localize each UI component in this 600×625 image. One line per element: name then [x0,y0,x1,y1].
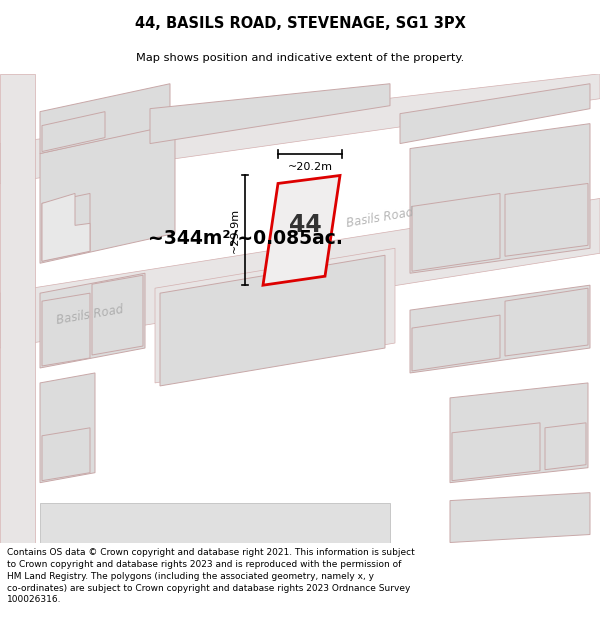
Polygon shape [42,293,90,366]
Polygon shape [410,285,590,373]
Polygon shape [263,176,340,285]
Text: Map shows position and indicative extent of the property.: Map shows position and indicative extent… [136,52,464,62]
Polygon shape [450,383,588,482]
Polygon shape [40,84,170,154]
Polygon shape [450,492,590,542]
Text: 44, BASILS ROAD, STEVENAGE, SG1 3PX: 44, BASILS ROAD, STEVENAGE, SG1 3PX [134,16,466,31]
Polygon shape [40,124,175,263]
Polygon shape [0,74,600,184]
Polygon shape [40,373,95,482]
Text: Basils Road: Basils Road [55,303,124,327]
Text: Contains OS data © Crown copyright and database right 2021. This information is : Contains OS data © Crown copyright and d… [7,548,415,604]
Text: ~344m²/~0.085ac.: ~344m²/~0.085ac. [148,229,343,248]
Polygon shape [155,248,395,383]
Polygon shape [42,193,90,261]
Polygon shape [400,84,590,144]
Text: Basils Road: Basils Road [345,206,414,231]
Polygon shape [42,428,90,481]
Text: ~20.2m: ~20.2m [287,162,332,172]
Polygon shape [0,74,35,542]
Polygon shape [412,315,500,371]
Polygon shape [42,112,105,151]
Text: 44: 44 [289,213,322,237]
Polygon shape [40,273,145,368]
Text: ~29.9m: ~29.9m [230,208,240,253]
Polygon shape [160,255,385,386]
Polygon shape [410,124,590,273]
Polygon shape [150,84,390,144]
Polygon shape [505,184,588,256]
Polygon shape [545,423,586,470]
Polygon shape [452,423,540,481]
Polygon shape [40,503,390,542]
Polygon shape [505,288,588,356]
Polygon shape [92,275,143,355]
Polygon shape [0,198,600,348]
Polygon shape [412,193,500,271]
Polygon shape [42,193,90,261]
